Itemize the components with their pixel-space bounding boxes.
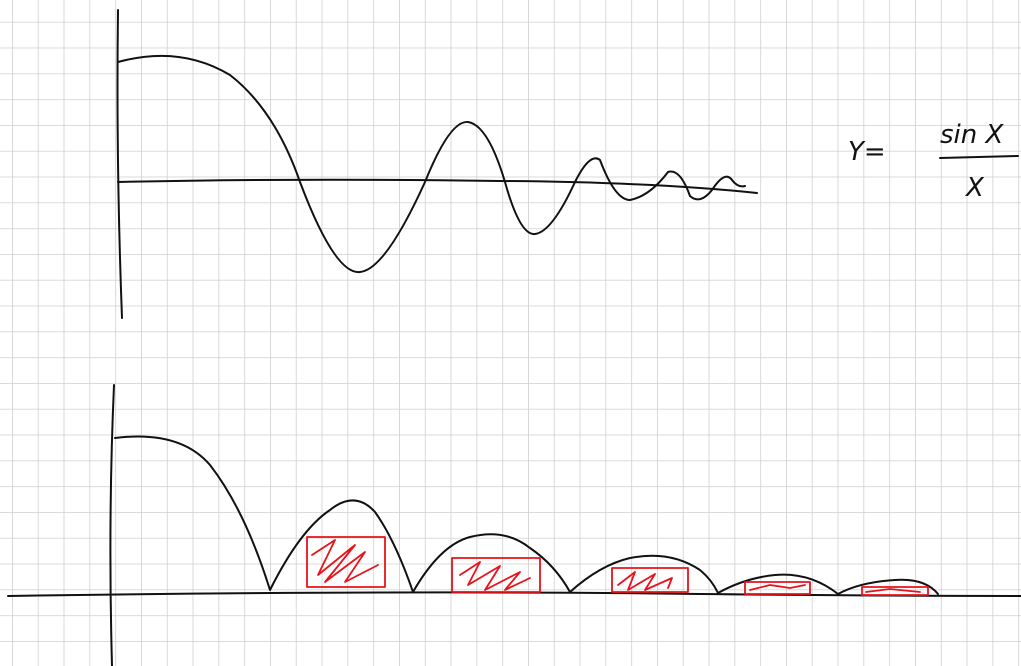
formula-numerator: sin X — [940, 120, 1005, 150]
grid-paper — [0, 0, 1021, 666]
formula-lhs: Y= — [848, 137, 886, 167]
sketch: Y= sin X X — [0, 0, 1021, 666]
formula-denominator: X — [964, 173, 985, 203]
